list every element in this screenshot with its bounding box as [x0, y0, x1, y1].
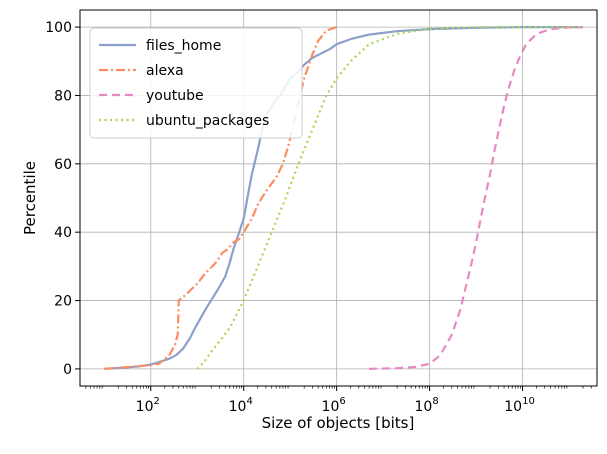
plot-frame [79, 9, 598, 387]
legend-label: files_home [146, 38, 221, 54]
y-tick-label: 80 [54, 88, 72, 104]
x-axis-title: Size of objects [bits] [262, 414, 415, 432]
y-tick-label: 40 [54, 225, 72, 241]
x-tick-label: 104 [229, 396, 253, 415]
y-axis-title: Percentile [21, 161, 39, 235]
x-tick-label: 106 [322, 396, 346, 415]
y-tick-label: 20 [54, 294, 72, 310]
x-axis: 102 104 106 108 1010 [85, 386, 592, 415]
legend-label: ubuntu_packages [146, 113, 269, 129]
legend-label: alexa [146, 63, 184, 79]
series-line-youtube [369, 26, 584, 370]
series-layer [104, 26, 584, 370]
series-line-files-home [104, 26, 583, 370]
x-tick-label: 108 [415, 396, 439, 415]
legend-box [89, 27, 303, 139]
series-line-alexa [104, 26, 338, 370]
legend-label: youtube [146, 88, 204, 104]
x-tick-label: 1010 [504, 396, 535, 415]
y-tick-label: 0 [63, 362, 72, 378]
y-tick-label: 100 [45, 20, 72, 36]
y-axis: 0 20 40 60 80 100 [45, 20, 80, 378]
x-tick-label: 102 [136, 396, 160, 415]
y-tick-label: 60 [54, 157, 72, 173]
